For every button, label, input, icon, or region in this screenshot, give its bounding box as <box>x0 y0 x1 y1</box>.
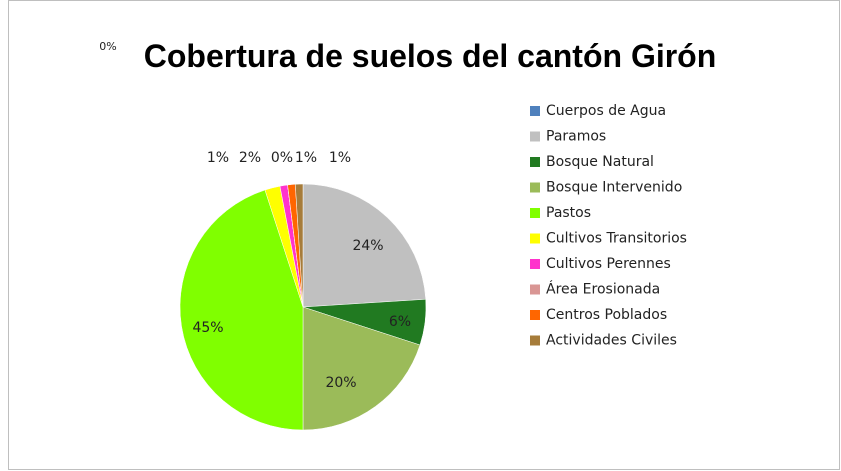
data-label: 20% <box>325 375 356 391</box>
data-label: 6% <box>389 314 411 330</box>
legend-label: Cultivos Perennes <box>546 256 671 272</box>
legend-label: Paramos <box>546 129 606 145</box>
legend-swatch <box>530 284 540 295</box>
legend-label: Cuerpos de Agua <box>546 103 666 119</box>
legend-label: Bosque Natural <box>546 154 654 170</box>
legend-swatch <box>530 131 540 142</box>
data-label: 1% <box>295 150 317 166</box>
legend-label: Centros Poblados <box>546 307 667 323</box>
legend-swatch <box>530 182 540 193</box>
data-label: 2% <box>239 150 261 166</box>
data-label: 0% <box>99 40 116 53</box>
legend-label: Cultivos Transitorios <box>546 231 687 247</box>
legend-swatch <box>530 259 540 269</box>
pie-slice <box>302 306 421 431</box>
chart-title: Cobertura de suelos del cantón Girón <box>143 38 717 74</box>
legend-swatch <box>530 157 540 167</box>
legend-label: Pastos <box>546 205 591 221</box>
legend-swatch <box>530 335 540 346</box>
legend-label: Área Erosionada <box>546 281 660 298</box>
data-label: 1% <box>329 150 351 166</box>
legend-label: Actividades Civiles <box>546 333 677 349</box>
pie-slice <box>302 183 427 308</box>
legend-label: Bosque Intervenido <box>546 180 682 196</box>
legend-swatch <box>530 208 540 218</box>
legend-swatch <box>530 233 540 244</box>
legend-swatch <box>530 310 540 320</box>
legend-swatch <box>530 106 540 116</box>
chart-frame <box>8 0 840 470</box>
pie-slice <box>295 183 304 308</box>
data-label: 45% <box>192 320 223 336</box>
pie-slice <box>179 189 304 431</box>
data-label: 0% <box>271 150 293 166</box>
data-label: 1% <box>207 150 229 166</box>
data-label: 24% <box>352 238 383 254</box>
